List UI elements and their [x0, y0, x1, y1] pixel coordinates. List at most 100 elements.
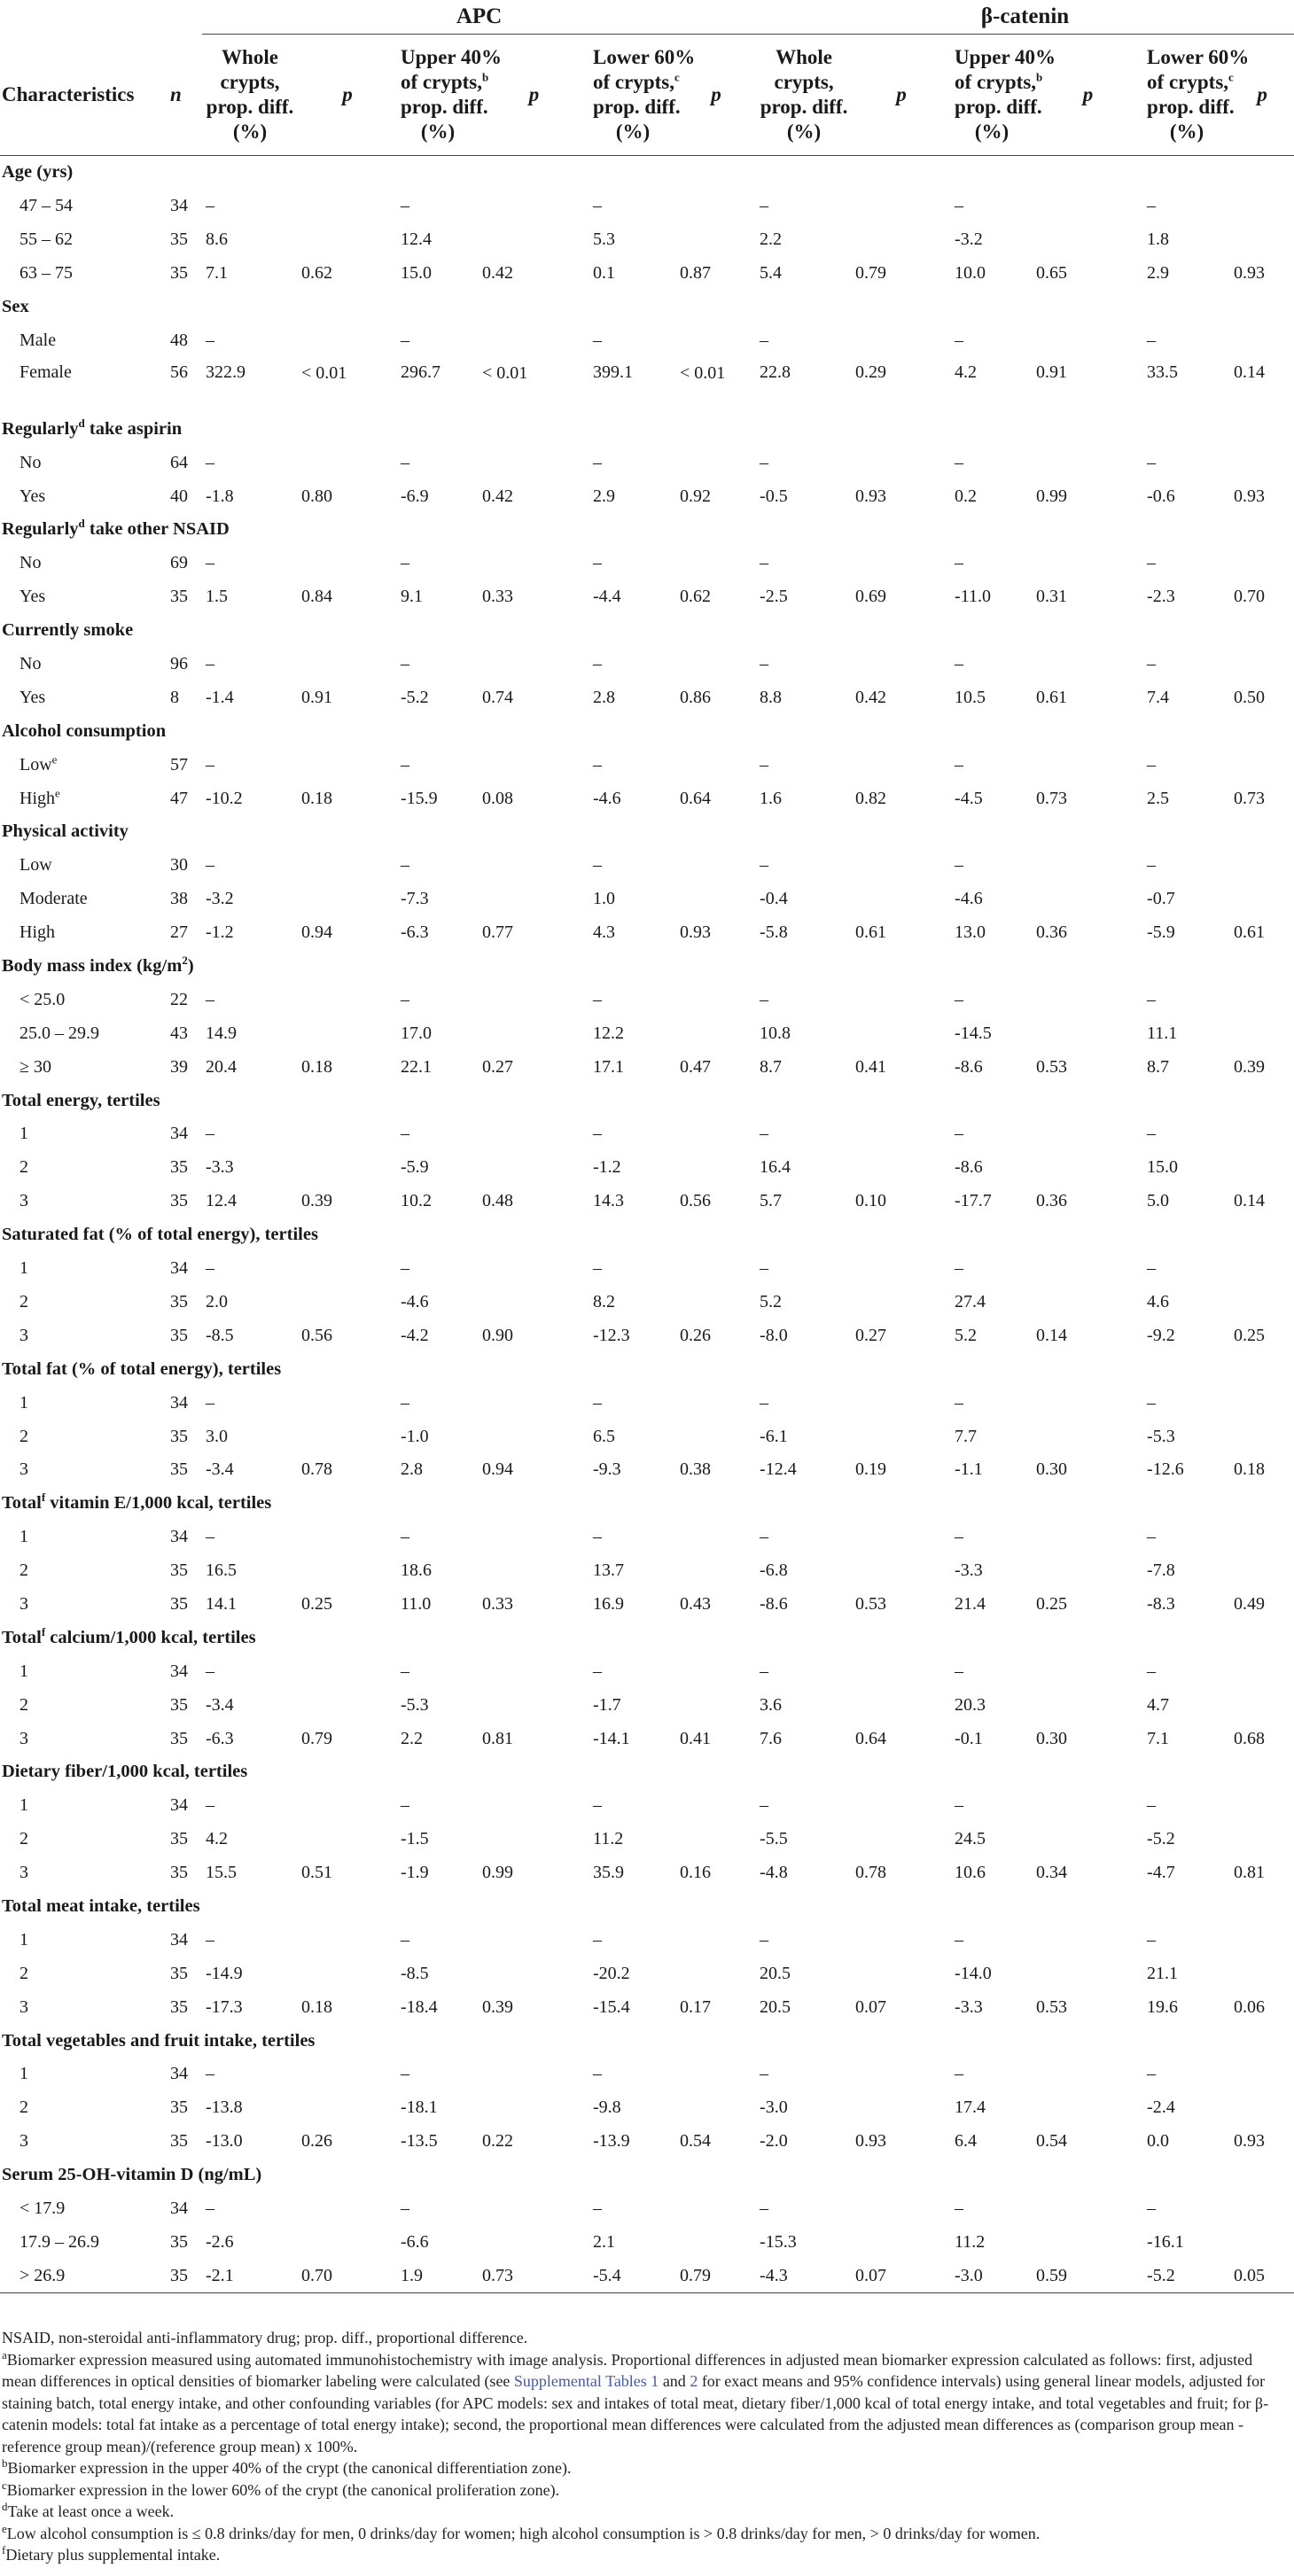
row-label: Yes [19, 687, 46, 707]
p-value-cell [852, 1554, 951, 1588]
p-value-cell [479, 983, 589, 1016]
prop-diff-cell: – [1147, 1258, 1157, 1279]
p-value-cell [852, 1789, 951, 1823]
row-label: 3 [19, 1459, 28, 1480]
row-n: 35 [170, 2131, 188, 2152]
p-value-cell: 0.79 [301, 1728, 332, 1748]
prop-diff-cell: – [593, 2198, 602, 2218]
prop-diff-cell: 21.4 [955, 1593, 986, 1614]
p-value-cell [1230, 1252, 1294, 1286]
col-bcat-lower-p: p [1230, 34, 1294, 156]
prop-diff-cell: 7.1 [206, 263, 228, 284]
p-value-cell [298, 446, 397, 479]
prop-diff-cell: 33.5 [1147, 362, 1179, 383]
p-value-cell: 0.42 [482, 263, 513, 284]
row-n: 35 [170, 1459, 188, 1480]
p-value-cell: 0.94 [301, 922, 332, 943]
row-n: 35 [170, 1996, 188, 2017]
row-label: 3 [19, 1325, 28, 1345]
prop-diff-cell: – [760, 1392, 769, 1413]
prop-diff-cell: – [1147, 654, 1157, 674]
row-n: 35 [170, 2097, 188, 2118]
prop-diff-cell: – [760, 1124, 769, 1144]
prop-diff-cell: -1.8 [206, 486, 234, 506]
p-value-cell [1033, 2058, 1143, 2091]
supplemental-tables-link[interactable]: Supplemental Tables 1 [513, 2372, 659, 2390]
p-value-cell [676, 1521, 756, 1554]
p-value-cell [1230, 2091, 1294, 2125]
prop-diff-cell: -13.9 [593, 2131, 630, 2152]
prop-diff-cell: -4.4 [593, 587, 621, 607]
prop-diff-cell: -2.3 [1147, 587, 1175, 607]
p-value-cell [479, 1654, 589, 1688]
p-value-cell: 0.73 [1234, 788, 1266, 808]
row-n: 35 [170, 2231, 188, 2252]
prop-diff-cell: -6.1 [760, 1426, 788, 1446]
p-value-cell [1230, 223, 1294, 257]
prop-diff-cell: – [401, 1392, 409, 1413]
p-value-cell: 0.93 [855, 2131, 887, 2152]
table-row: Female 56 322.9 < 0.01 296.7 < 0.01 399.1 < 0.0… [0, 357, 1294, 412]
p-value-cell [479, 547, 589, 580]
p-value-cell: 0.17 [680, 1996, 711, 2017]
p-value-cell [676, 1117, 756, 1151]
p-value-cell: 0.49 [1234, 1593, 1266, 1614]
row-label: Lowe [19, 752, 58, 774]
row-n: 35 [167, 2259, 202, 2294]
section-row: Sex [0, 291, 1294, 324]
section-row: Alcohol consumption [0, 714, 1294, 748]
row-label: Yes [19, 587, 46, 607]
p-value-cell [676, 1386, 756, 1420]
supplemental-table-2-link[interactable]: 2 [690, 2372, 698, 2390]
prop-diff-cell: – [955, 1661, 964, 1681]
prop-diff-cell: -0.6 [1147, 486, 1175, 506]
p-value-cell: 0.18 [301, 788, 332, 808]
table-row: 63 – 75 35 7.1 0.62 15.0 0.42 0.1 0.87 5.4 0.79 10… [0, 257, 1294, 291]
col-apc-whole-p: p [298, 34, 397, 156]
prop-diff-cell: -3.4 [206, 1459, 234, 1480]
table-row: No 64– – – – – – [0, 446, 1294, 479]
prop-diff-cell: – [955, 452, 964, 472]
prop-diff-cell: – [760, 654, 769, 674]
prop-diff-cell: – [760, 2198, 769, 2218]
p-value-cell [479, 1286, 589, 1319]
row-label: 2 [19, 1694, 28, 1715]
row-label: 3 [19, 2131, 28, 2152]
prop-diff-cell: -3.3 [955, 1560, 983, 1581]
row-label: 25.0 – 29.9 [19, 1023, 99, 1043]
table-row: Low 30– – – – – – [0, 849, 1294, 883]
p-value-cell [479, 1957, 589, 1990]
prop-diff-cell: -14.9 [206, 1963, 243, 1983]
footnote-d: dTake at least once a week. [2, 2500, 175, 2520]
prop-diff-cell: – [206, 2198, 214, 2218]
p-value-cell [852, 223, 951, 257]
row-n: 35 [170, 230, 188, 250]
prop-diff-cell: – [593, 330, 602, 350]
prop-diff-cell: -3.2 [206, 889, 234, 909]
table-row: Yes 40 -1.8 0.80 -6.9 0.42 2.9 0.92 -0.5 0.93 0.2 0… [0, 479, 1294, 513]
p-value-cell [676, 190, 756, 223]
table-row: 1 34– – – – – – [0, 1521, 1294, 1554]
prop-diff-cell: 18.6 [401, 1560, 432, 1581]
p-value-cell: 0.39 [1234, 1056, 1266, 1077]
p-value-cell [1033, 983, 1143, 1016]
p-value-cell [1230, 547, 1294, 580]
prop-diff-cell: -6.3 [206, 1728, 234, 1748]
prop-diff-cell: 3.0 [206, 1426, 228, 1446]
p-value-cell [298, 648, 397, 681]
p-value-cell: 0.68 [1234, 1728, 1266, 1748]
section-row: Regularlyd take aspirin [0, 412, 1294, 446]
section-label: Totalf vitamin E/1,000 kcal, tertiles [2, 1490, 272, 1514]
p-value-cell: 0.56 [301, 1325, 332, 1345]
prop-diff-cell: – [760, 754, 769, 774]
p-value-cell [1230, 1286, 1294, 1319]
prop-diff-cell: – [760, 989, 769, 1009]
table-row: 17.9 – 26.9 35 -2.6 -6.6 2.1 -15.3 11.2 -16.1 [0, 2225, 1294, 2259]
prop-diff-cell: – [401, 1929, 409, 1950]
p-value-cell [479, 1117, 589, 1151]
p-value-cell: 0.70 [298, 2259, 397, 2294]
prop-diff-cell: -14.0 [955, 1963, 992, 1983]
p-value-cell [1033, 748, 1143, 782]
p-value-cell: 0.99 [482, 1863, 513, 1883]
prop-diff-cell: -3.4 [206, 1694, 234, 1715]
